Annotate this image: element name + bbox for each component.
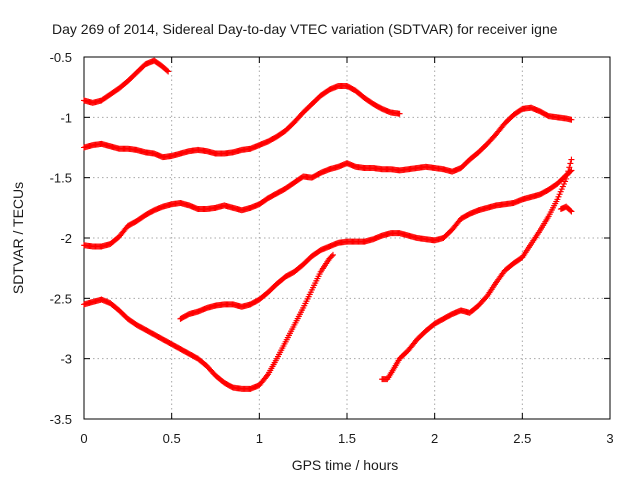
series-track-6 <box>379 156 575 383</box>
data-point <box>565 168 572 175</box>
x-tick-label: 1.5 <box>338 431 356 446</box>
y-tick-label: -0.5 <box>50 50 72 65</box>
data-point <box>556 191 563 198</box>
data-point <box>566 164 573 171</box>
x-tick-label: 2 <box>431 431 438 446</box>
y-tick-label: -1.5 <box>50 171 72 186</box>
data-point <box>329 251 336 258</box>
x-axis-label: GPS time / hours <box>292 457 399 473</box>
axis-ticks: 0 0.5 1 1.5 2 2.5 3 -0.5 -1 -1.5 -2 -2.5 -3 -3.5 <box>50 50 614 446</box>
series-track-7 <box>557 203 575 215</box>
y-tick-label: -3 <box>60 352 72 367</box>
series-track-5 <box>177 167 575 322</box>
series-track-1 <box>81 57 172 106</box>
data-point <box>164 67 171 74</box>
data-point <box>558 186 565 193</box>
data-point <box>567 207 574 214</box>
data-point <box>568 156 575 163</box>
data-point <box>328 253 335 260</box>
chart-title: Day 269 of 2014, Sidereal Day-to-day VTE… <box>52 21 558 37</box>
series-track-4 <box>81 251 336 392</box>
data-point <box>559 183 566 190</box>
data-point <box>564 172 571 179</box>
data-point <box>396 110 403 117</box>
x-tick-label: 2.5 <box>513 431 531 446</box>
x-tick-label: 3 <box>606 431 613 446</box>
y-tick-label: -2 <box>60 231 72 246</box>
data-point <box>557 188 564 195</box>
x-tick-label: 0.5 <box>163 431 181 446</box>
data-point <box>563 175 570 182</box>
data-point <box>555 193 562 200</box>
data-point <box>568 208 575 215</box>
data-point <box>562 178 569 185</box>
series-track-2 <box>81 82 403 161</box>
y-axis-label: SDTVAR / TECUs <box>10 182 26 294</box>
data-series <box>81 57 575 392</box>
data-point <box>568 167 575 174</box>
x-tick-label: 0 <box>80 431 87 446</box>
data-point <box>560 181 567 188</box>
data-point <box>554 196 561 203</box>
x-tick-label: 1 <box>256 431 263 446</box>
grid-lines <box>84 57 610 419</box>
data-point <box>568 116 575 123</box>
data-point <box>264 372 271 379</box>
data-point <box>567 160 574 167</box>
y-tick-label: -3.5 <box>50 412 72 427</box>
series-track-3 <box>81 104 575 250</box>
y-tick-label: -1 <box>60 110 72 125</box>
data-point <box>165 68 172 75</box>
y-tick-label: -2.5 <box>50 291 72 306</box>
